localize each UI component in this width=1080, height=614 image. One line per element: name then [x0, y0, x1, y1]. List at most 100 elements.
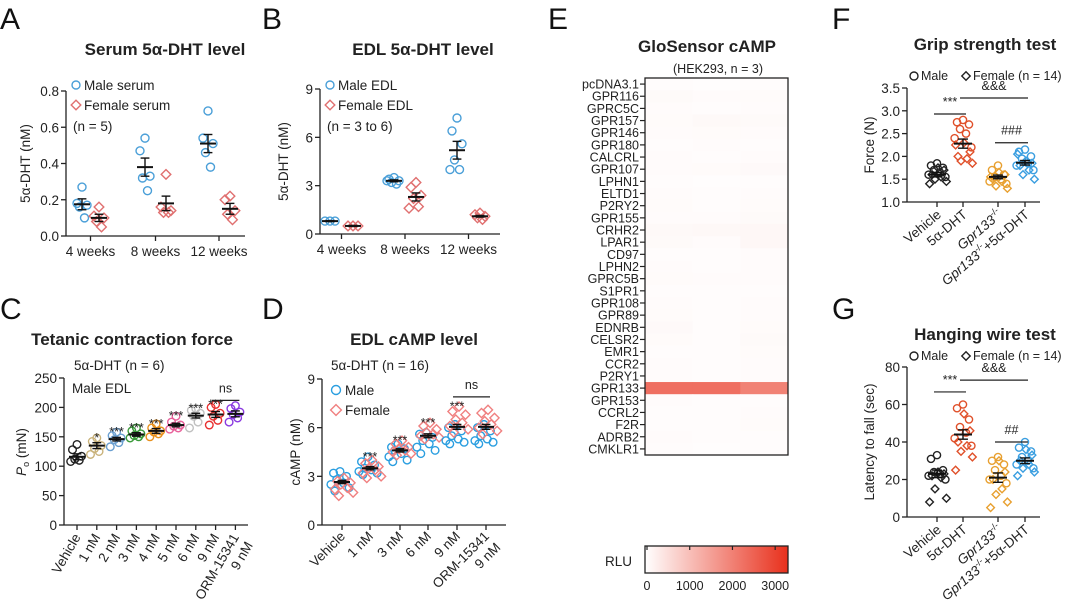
data-point [446, 405, 459, 417]
heatmap-cell [692, 418, 741, 432]
data-point [476, 213, 489, 226]
data-point-male [967, 441, 976, 451]
data-point-female [950, 465, 961, 475]
data-point-female [1018, 463, 1028, 474]
data-point [391, 449, 403, 461]
y-tick-label: 9 [307, 372, 315, 387]
heatmap-cell [692, 345, 741, 359]
heatmap-cell [692, 223, 741, 237]
heatmap-cell [740, 138, 789, 152]
heatmap-cell [692, 406, 741, 420]
y-tick-label: 6 [307, 421, 315, 436]
data-point [226, 213, 239, 226]
significance-bracket-label: &&& [981, 361, 1007, 375]
title-d: EDL cAMP level [350, 330, 478, 349]
significance-label: *** [421, 416, 436, 430]
heatmap-cell [645, 187, 694, 201]
row-label: EMR1 [604, 345, 639, 359]
x-tick-label: 3 nM [374, 529, 406, 561]
data-point [329, 483, 341, 495]
data-point [416, 449, 426, 459]
row-label: CALCRL [590, 151, 639, 165]
legend-marker [324, 99, 336, 111]
heatmap-cell [740, 284, 789, 298]
significance-label: *** [169, 409, 184, 423]
y-axis-label-part: o [21, 462, 31, 467]
heatmap-cell [740, 90, 789, 103]
heatmap-cell [692, 430, 741, 444]
data-point [448, 426, 460, 439]
row-label: S1PR1 [599, 284, 639, 298]
heatmap-cell [692, 163, 741, 176]
data-point [94, 447, 104, 457]
heatmap-cell [692, 321, 741, 334]
y-tick-label: 1.5 [881, 172, 900, 187]
y-axis-label-part: P [14, 467, 29, 476]
data-point [366, 454, 378, 466]
y-tick-label: 80 [885, 360, 900, 375]
colorbar-tick-label: 0 [644, 579, 651, 593]
data-point [347, 487, 359, 499]
data-point [193, 417, 203, 427]
data-point-female [941, 493, 952, 504]
colorbar-tick-label: 2000 [719, 579, 747, 593]
heatmap-cell [645, 150, 694, 164]
data-point [72, 439, 82, 449]
y-tick-label: 0 [307, 518, 315, 533]
data-point [224, 190, 236, 202]
heatmap-cell [645, 175, 694, 188]
panel-letter-b: B [262, 3, 282, 36]
heatmap-cell [692, 114, 741, 128]
y-tick-label: 0.0 [40, 229, 59, 244]
data-point [457, 139, 467, 149]
data-point [491, 425, 503, 437]
heatmap-cell [645, 284, 694, 298]
heatmap-cell [645, 418, 694, 432]
heatmap-cell [692, 284, 741, 298]
data-point [335, 466, 345, 476]
data-point [375, 470, 387, 482]
title-g: Hanging wire test [914, 325, 1056, 344]
heatmap-cell [692, 199, 741, 213]
data-point-male [964, 120, 974, 129]
heatmap-cell [645, 382, 694, 395]
data-point-female [1027, 450, 1037, 460]
x-tick-label: 12 weeks [190, 244, 247, 259]
panel-letter-a: A [0, 3, 20, 36]
y-tick-label: 0.6 [40, 120, 59, 135]
data-point [388, 457, 398, 467]
heatmap-cell [692, 357, 741, 371]
data-point [95, 221, 108, 233]
y-tick-label: 0 [305, 227, 313, 242]
heatmap-cell [645, 260, 694, 274]
data-point [474, 439, 484, 449]
x-tick-label: 4 weeks [317, 242, 367, 257]
data-point [445, 439, 455, 449]
heatmap-cell [645, 272, 694, 286]
heatmap-cell [645, 78, 694, 91]
data-point [424, 417, 436, 429]
legend-label: Female (n = 14) [973, 349, 1062, 363]
heatmap-cell [692, 442, 741, 456]
significance-bracket-label: &&& [981, 79, 1007, 93]
x-tick-label: 8 weeks [131, 244, 181, 259]
data-point-female [1000, 467, 1010, 477]
significance-label: *** [149, 417, 164, 431]
data-point [77, 182, 87, 192]
data-point [204, 420, 214, 430]
data-point [67, 445, 77, 455]
significance-label: *** [129, 421, 144, 435]
heatmap-cell [692, 78, 741, 91]
legend-marker-male [909, 71, 919, 81]
panel-letter-c: C [0, 293, 22, 326]
row-label: GPR146 [591, 126, 639, 140]
row-label: CRHR2 [596, 224, 639, 238]
data-point [430, 423, 443, 435]
data-point [433, 431, 445, 443]
panel-letter-f: F [832, 3, 850, 36]
heatmap-cell [645, 138, 694, 152]
data-point-female [1015, 160, 1025, 171]
row-label: pcDNA3.1 [582, 78, 639, 92]
data-point [171, 411, 181, 421]
